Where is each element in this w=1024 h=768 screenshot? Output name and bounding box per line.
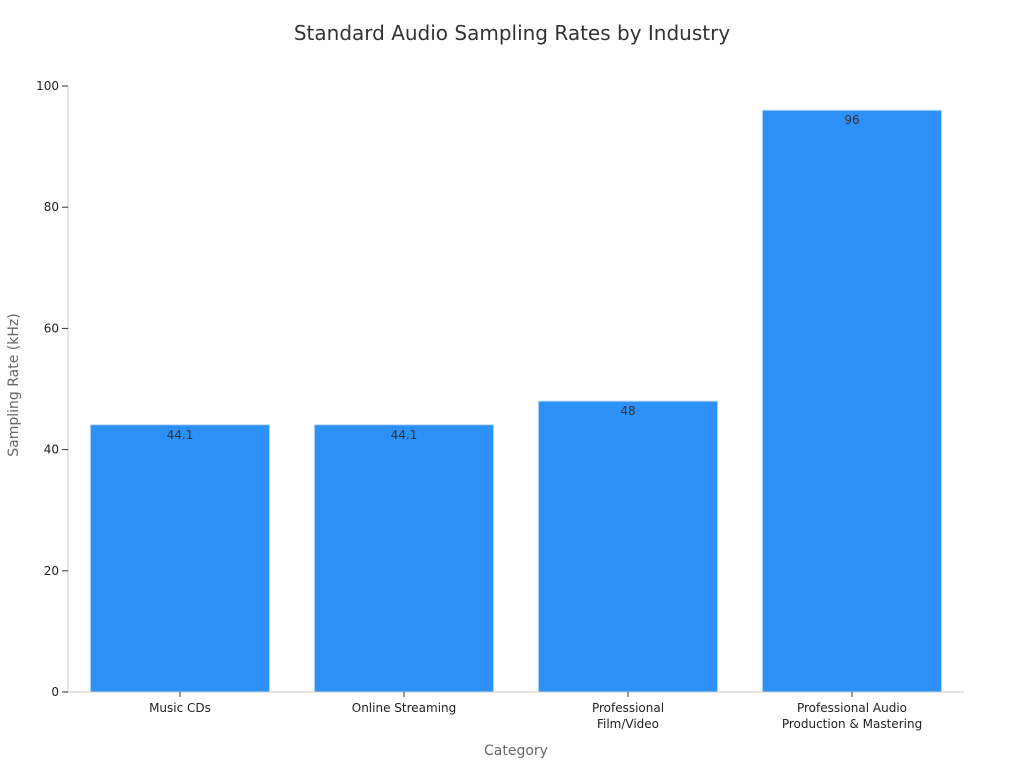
data-label: 96: [844, 113, 859, 127]
bar: [761, 109, 943, 693]
bar: [89, 424, 271, 693]
x-tick-label: Professional Film/Video: [592, 701, 664, 731]
y-tick-label: 60: [44, 321, 59, 335]
chart-title: Standard Audio Sampling Rates by Industr…: [294, 21, 730, 45]
data-label: 44.1: [391, 428, 418, 442]
y-axis: 0 20 40 60 80 100: [36, 79, 69, 699]
x-tick-label: Professional Audio Production & Mastering: [782, 701, 922, 731]
y-axis-label: Sampling Rate (kHz): [6, 313, 22, 456]
data-label: 48: [620, 404, 635, 418]
x-tick-label: Online Streaming: [352, 701, 457, 715]
x-tick-label: Music CDs: [149, 701, 211, 715]
y-tick-label: 100: [36, 79, 59, 93]
y-tick-label: 0: [51, 685, 59, 699]
data-labels-group: 44.1 44.1 48 96: [167, 113, 860, 442]
data-label: 44.1: [167, 428, 194, 442]
x-axis-label: Category: [484, 743, 548, 759]
bar: [313, 424, 495, 693]
bar: [537, 400, 719, 693]
y-tick-label: 80: [44, 200, 59, 214]
bars-group: [89, 109, 943, 693]
y-tick-label: 20: [44, 564, 59, 578]
x-axis: Music CDs Online Streaming Professional Fil…: [68, 691, 964, 731]
y-tick-label: 40: [44, 443, 59, 457]
